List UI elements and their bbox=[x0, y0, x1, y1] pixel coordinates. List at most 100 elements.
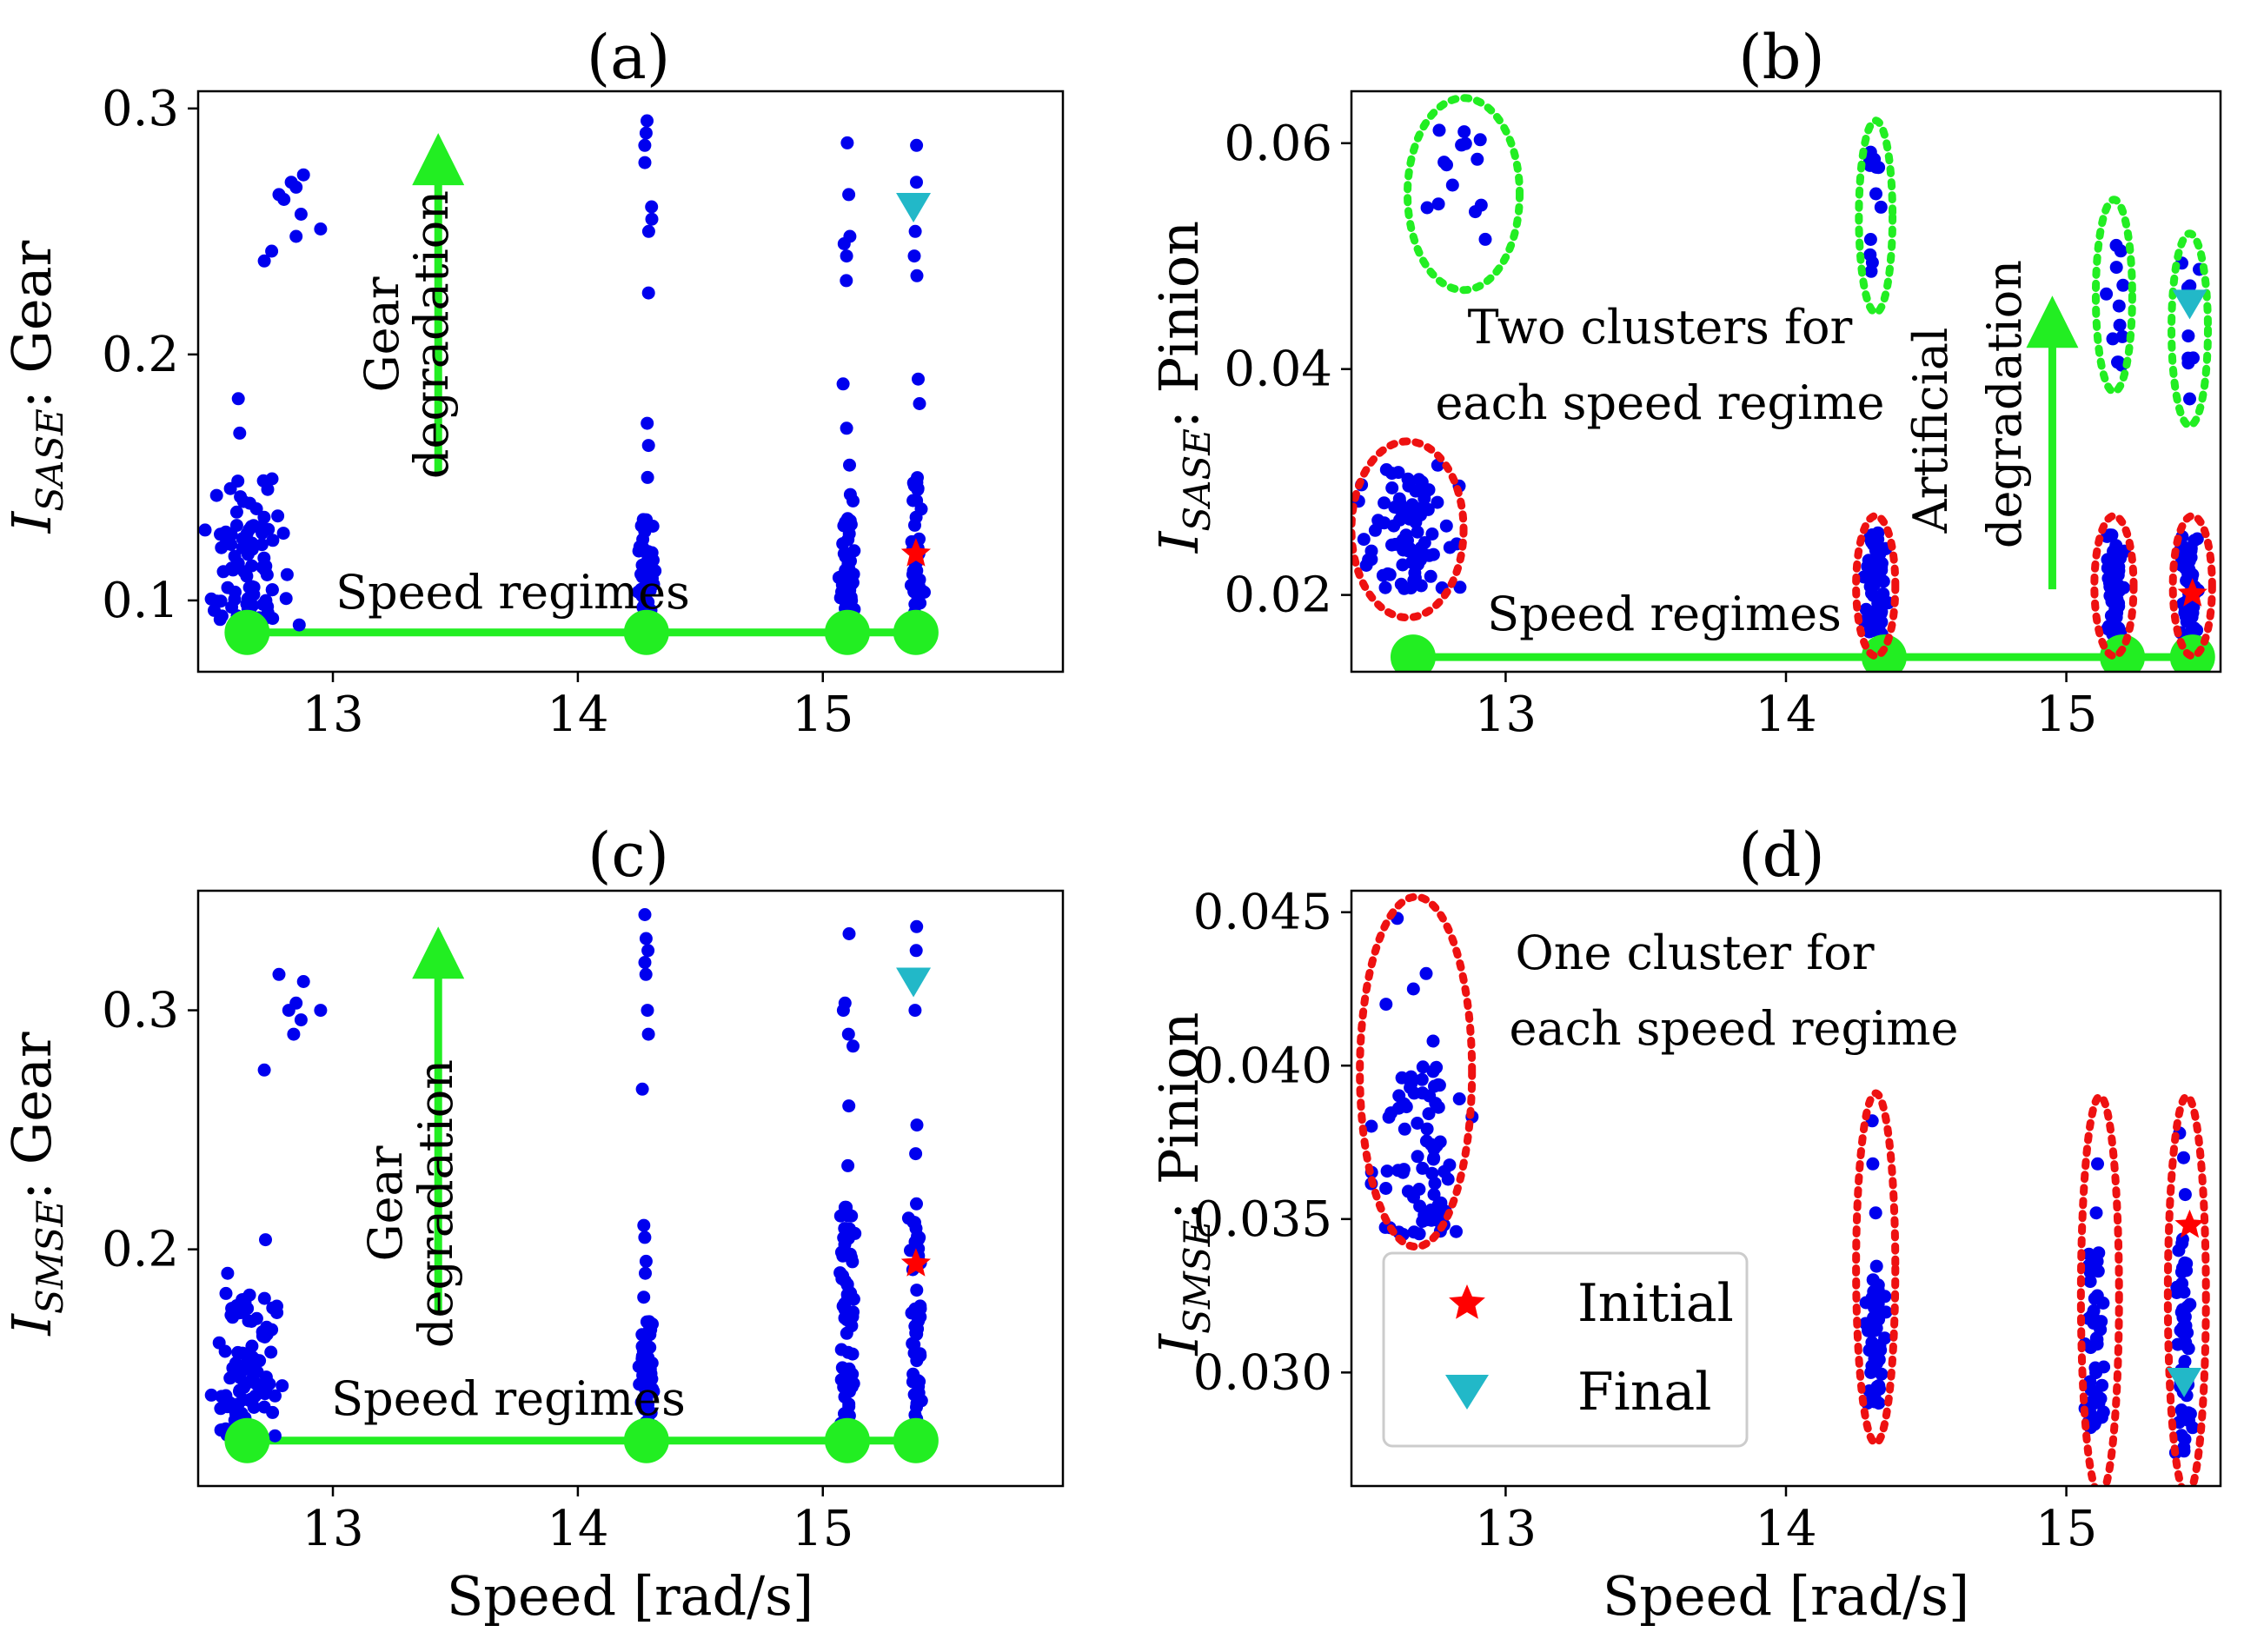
final-marker bbox=[2167, 1367, 2202, 1397]
data-point bbox=[642, 584, 655, 598]
speed-regimes-label: Speed regimes bbox=[331, 1371, 686, 1426]
data-point bbox=[262, 522, 276, 536]
data-point bbox=[215, 609, 229, 623]
data-point bbox=[842, 527, 856, 541]
data-point bbox=[641, 416, 654, 430]
data-point bbox=[245, 1339, 259, 1353]
data-point bbox=[2179, 1336, 2193, 1350]
data-point bbox=[1473, 133, 1487, 147]
data-point bbox=[638, 156, 652, 169]
data-point bbox=[287, 1027, 301, 1041]
data-point bbox=[1452, 1092, 1466, 1105]
data-point bbox=[2105, 528, 2119, 542]
data-point bbox=[914, 502, 928, 516]
panel-c: (c) ISMSE: Gear 13 14 15 0.2 0.3 Speed [rad/… bbox=[0, 819, 1065, 1628]
data-point bbox=[240, 597, 254, 611]
y-label-rest: : Pinion bbox=[1147, 1012, 1211, 1220]
cluster-ellipse-red bbox=[1852, 512, 1900, 660]
arrow-label-line1: Gear bbox=[355, 276, 409, 392]
clipped-content bbox=[198, 114, 939, 655]
data-point bbox=[641, 1004, 654, 1018]
data-point bbox=[1411, 1117, 1424, 1130]
data-point bbox=[638, 908, 652, 921]
data-point bbox=[1412, 1227, 1426, 1241]
cluster-ellipse-red bbox=[2076, 1092, 2123, 1486]
data-point bbox=[1426, 1065, 1440, 1078]
data-point bbox=[266, 534, 280, 547]
plot-layer bbox=[198, 114, 939, 655]
data-point bbox=[1408, 566, 1422, 580]
data-point bbox=[209, 488, 223, 502]
data-point bbox=[2088, 1391, 2101, 1405]
data-point bbox=[910, 1243, 924, 1257]
data-point bbox=[1396, 558, 1410, 572]
data-point bbox=[216, 527, 229, 541]
y-tick-label: 0.045 bbox=[1193, 885, 1332, 941]
cluster-ellipse-green bbox=[2168, 229, 2212, 430]
panel-title: (a) bbox=[587, 22, 670, 93]
data-point bbox=[645, 200, 659, 214]
data-point bbox=[1876, 574, 1890, 588]
data-point bbox=[639, 1254, 653, 1268]
x-tick-label: 14 bbox=[1755, 687, 1816, 743]
initial-marker bbox=[900, 538, 931, 567]
data-point bbox=[237, 1363, 251, 1377]
data-point bbox=[1453, 581, 1467, 594]
data-point bbox=[910, 269, 924, 282]
data-point bbox=[635, 1082, 649, 1096]
data-point bbox=[2095, 1410, 2108, 1424]
x-tick-label: 15 bbox=[792, 687, 853, 743]
data-point bbox=[1380, 1164, 1394, 1178]
data-point bbox=[2096, 1297, 2110, 1310]
data-point bbox=[840, 1313, 853, 1327]
data-point bbox=[913, 397, 926, 410]
panel-title: (b) bbox=[1738, 22, 1824, 93]
data-point bbox=[1873, 1382, 1886, 1396]
data-point bbox=[261, 482, 275, 496]
data-point bbox=[1866, 1157, 1880, 1171]
y-label-sub: SASE bbox=[29, 408, 71, 512]
data-point bbox=[842, 1099, 856, 1113]
data-point bbox=[639, 1266, 652, 1280]
data-point bbox=[221, 1266, 235, 1280]
data-point bbox=[2095, 1378, 2109, 1392]
data-point bbox=[844, 554, 857, 568]
data-point bbox=[840, 274, 853, 288]
data-point bbox=[229, 519, 243, 533]
plot-layer bbox=[204, 908, 939, 1463]
data-point bbox=[1478, 232, 1492, 246]
x-tick-label: 13 bbox=[1475, 687, 1537, 743]
data-point bbox=[901, 1211, 915, 1225]
data-point bbox=[641, 224, 655, 238]
x-tick-label: 15 bbox=[792, 1501, 853, 1557]
data-point bbox=[1426, 547, 1440, 561]
y-axis-label: ISMSE: Gear bbox=[0, 1032, 71, 1336]
data-point bbox=[834, 1343, 848, 1357]
arrow-label-line2: degradation bbox=[408, 1059, 463, 1348]
data-point bbox=[2181, 329, 2195, 343]
data-point bbox=[264, 1345, 278, 1359]
cluster-ellipse-red bbox=[2163, 1092, 2210, 1486]
data-point bbox=[249, 1311, 263, 1325]
data-point bbox=[1863, 233, 1877, 246]
data-point bbox=[1878, 1290, 1892, 1304]
data-point bbox=[1869, 1259, 1883, 1273]
data-point bbox=[268, 1429, 282, 1443]
y-tick-label: 0.06 bbox=[1224, 116, 1332, 172]
data-point bbox=[2100, 287, 2114, 301]
data-point bbox=[909, 1326, 923, 1340]
data-point bbox=[1871, 607, 1884, 620]
data-point bbox=[2094, 1323, 2108, 1337]
data-point bbox=[272, 967, 286, 981]
speed-regimes-label: Speed regimes bbox=[335, 565, 690, 620]
clusters-label-line1: Two clusters for bbox=[1468, 300, 1853, 355]
data-point bbox=[1445, 178, 1459, 192]
y-axis-label: ISASE: Pinion bbox=[1147, 221, 1218, 554]
data-point bbox=[843, 488, 857, 501]
final-marker bbox=[896, 193, 932, 223]
data-point bbox=[1869, 1324, 1882, 1337]
data-point bbox=[245, 542, 259, 556]
data-point bbox=[910, 919, 924, 933]
y-axis-label: ISMSE: Pinion bbox=[1147, 1012, 1218, 1357]
data-point bbox=[840, 421, 853, 435]
